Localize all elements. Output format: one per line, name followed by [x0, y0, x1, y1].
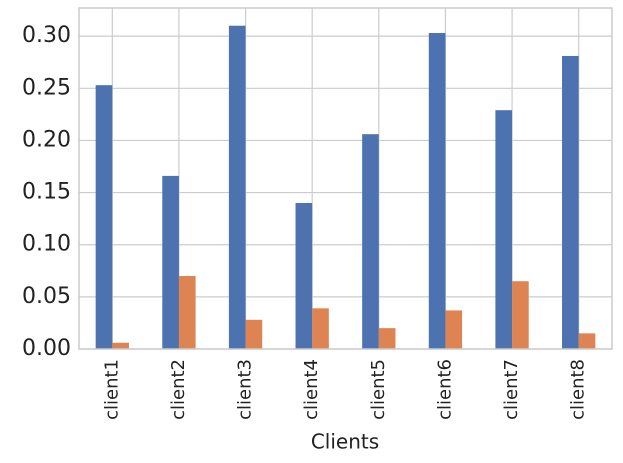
y-tick-label: 0.25: [22, 75, 71, 100]
x-axis-label: Clients: [311, 430, 379, 454]
plot-frame: [78, 7, 613, 350]
bar: [495, 110, 513, 350]
y-tick-label: 0.10: [22, 232, 71, 257]
bar: [362, 134, 379, 349]
x-tick-label: client7: [501, 359, 522, 420]
bar: [228, 25, 246, 349]
bar: [295, 203, 313, 349]
x-tick-label: client5: [368, 359, 389, 420]
y-tick-label: 0.05: [22, 284, 71, 309]
bar: [95, 85, 113, 349]
bar: [578, 333, 596, 349]
x-tick-label: client2: [168, 359, 189, 420]
x-tick-label: client8: [568, 359, 589, 420]
grid: [79, 8, 612, 350]
bars: [95, 25, 596, 350]
y-tick-label: 0.15: [22, 180, 71, 205]
x-tick-label: client1: [101, 359, 122, 420]
y-tick-label: 0.20: [22, 127, 71, 152]
x-tick-label: client6: [434, 359, 455, 420]
bar: [512, 281, 529, 349]
y-tick-label: 0.30: [22, 23, 71, 48]
bar: [428, 33, 446, 349]
bar: [178, 276, 196, 349]
bar: [112, 342, 129, 349]
bar: [562, 55, 579, 349]
bar: [162, 175, 179, 349]
bar: [445, 310, 463, 349]
x-tick-label: client4: [301, 359, 322, 420]
y-tick-label: 0.00: [22, 336, 71, 361]
x-tick-label: client3: [235, 359, 256, 420]
bar: [378, 328, 396, 349]
bar: [245, 319, 263, 349]
bar: [312, 308, 329, 349]
